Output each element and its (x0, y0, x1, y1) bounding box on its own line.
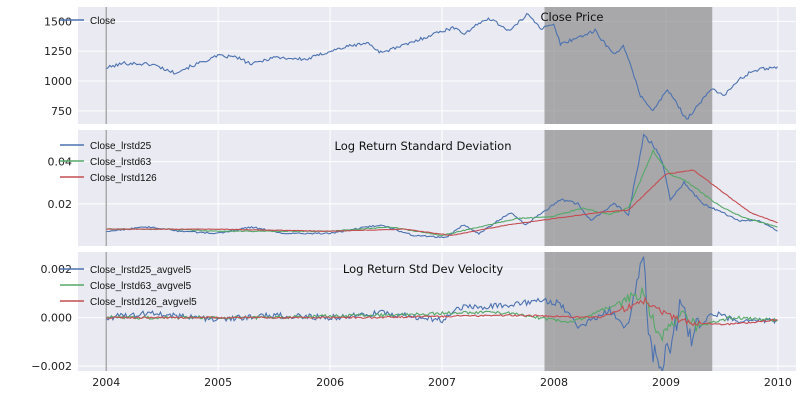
y-tick-label: 0.02 (48, 198, 73, 211)
x-tick-label: 2008 (540, 376, 568, 389)
y-tick-label: 0.000 (41, 312, 73, 325)
series-line-Close_lrstd25_avgvel5 (106, 256, 778, 371)
panel-1: 750 1000 1250 1500 Close Price Close (44, 7, 796, 124)
x-tick-label: 2010 (764, 376, 792, 389)
panel-3: −0.002 0.000 0.002 Log Return Std Dev Veloc… (31, 252, 796, 373)
x-tick-label: 2006 (316, 376, 344, 389)
x-tick-label: 2009 (652, 376, 680, 389)
legend-label: Close (90, 16, 116, 27)
panel-title: Log Return Std Dev Velocity (343, 262, 503, 276)
shaded-region (544, 130, 713, 246)
legend-label: Close_lrstd126 (90, 173, 157, 184)
y-tick-label: 1250 (44, 45, 72, 58)
series-line-Close_lrstd126 (106, 169, 778, 236)
legend-label: Close_lrstd126_avgvel5 (90, 297, 197, 308)
y-tick-label: 0.04 (48, 156, 73, 169)
x-tick-label: 2004 (92, 376, 120, 389)
y-tick-label: 0.002 (41, 263, 73, 276)
panel-title: Close Price (540, 10, 603, 24)
series-line-Close_lrstd63 (106, 148, 778, 237)
series-line-Close (106, 12, 778, 120)
shaded-region (544, 252, 713, 371)
legend-label: Close_lrstd63 (90, 157, 152, 168)
y-tick-label: −0.002 (31, 360, 72, 373)
y-tick-label: 750 (51, 105, 72, 118)
shaded-region (544, 7, 713, 124)
series-line-Close_lrstd126_avgvel5 (106, 296, 778, 327)
legend-label: Close_lrstd25 (90, 141, 152, 152)
legend-label: Close_lrstd25_avgvel5 (90, 265, 192, 276)
legend-label: Close_lrstd63_avgvel5 (90, 281, 192, 292)
x-tick-label: 2007 (428, 376, 456, 389)
x-tick-label: 2005 (204, 376, 232, 389)
y-tick-label: 1500 (44, 15, 72, 28)
series-line-Close_lrstd25 (106, 133, 778, 239)
panel-2: 0.02 0.04 Log Return Standard Deviation Clo… (48, 130, 796, 246)
panel-title: Log Return Standard Deviation (335, 139, 512, 153)
y-tick-label: 1000 (44, 75, 72, 88)
